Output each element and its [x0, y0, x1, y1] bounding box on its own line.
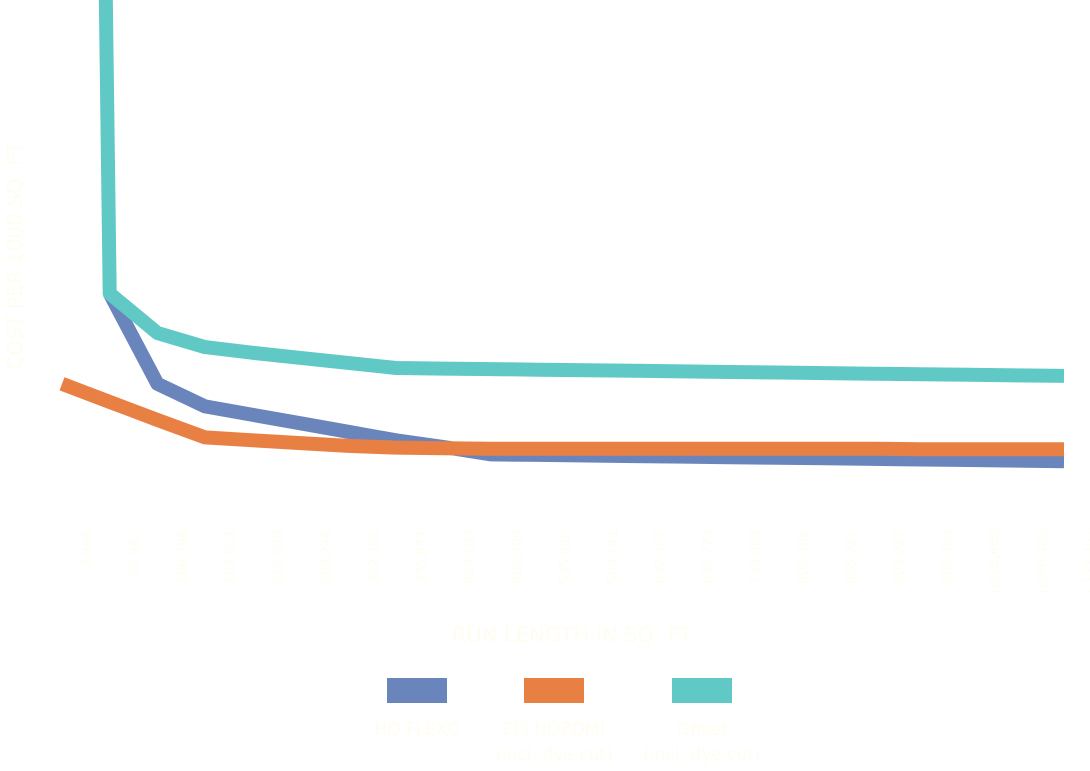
- series-layer: [59, 0, 1065, 469]
- legend-label: Offset: [676, 720, 727, 740]
- x-tick-label: 269,246: [320, 530, 335, 584]
- x-tick-label: 589,141: [606, 530, 621, 584]
- x-tick-label: 162,614: [224, 530, 239, 584]
- x-tick-label: 1,015,669: [988, 530, 1003, 596]
- x-tick-label: 642,457: [654, 530, 669, 584]
- x-tick-label: 1,122,301: [1083, 530, 1090, 596]
- y-axis-label: COST PER 1000 SQ. FT.: [3, 138, 27, 370]
- x-tick-label: 482,509: [510, 530, 525, 584]
- legend-swatch: [672, 678, 732, 703]
- legend-label: HQ FLEXO: [374, 720, 460, 740]
- x-tick-label: 535,825: [558, 530, 573, 584]
- series-line-efi-nozomi: [59, 377, 1064, 457]
- x-tick-label: 375,877: [415, 530, 430, 584]
- x-tick-label: 109,298: [176, 530, 191, 584]
- x-tick-label: 909,037: [892, 530, 907, 584]
- x-tick-labels: 2,666 55,982 109,298 162,614 215,930 269,246 3…: [81, 530, 1090, 596]
- x-tick-label: 215,930: [272, 530, 287, 584]
- x-tick-label: 695,773: [701, 530, 716, 584]
- legend-label: EFI NOZOMI: [503, 720, 605, 740]
- x-tick-label: 1,068,985: [1035, 530, 1050, 596]
- legend-swatch: [524, 678, 584, 703]
- x-tick-label: 55,982: [129, 530, 144, 576]
- x-axis-label: RUN LENGTH IN SQ. FT.: [452, 623, 696, 647]
- series-line-offset: [98, 0, 1065, 383]
- legend-label-sub: (incl. dye cut): [495, 745, 612, 765]
- x-tick-label: 962,353: [940, 530, 955, 584]
- legend-label-sub: (incl. dye cut): [643, 745, 760, 765]
- legend: HQ FLEXO EFI NOZOMI (incl. dye cut) Offset (…: [374, 678, 761, 765]
- x-tick-label: 855,721: [844, 530, 859, 584]
- x-tick-label: 429,193: [463, 530, 478, 584]
- x-tick-label: 802,405: [797, 530, 812, 584]
- legend-swatch: [387, 678, 447, 703]
- x-tick-label: 749,089: [749, 530, 764, 584]
- x-tick-label: 2,666: [81, 530, 96, 567]
- x-tick-label: 322,561: [367, 530, 382, 584]
